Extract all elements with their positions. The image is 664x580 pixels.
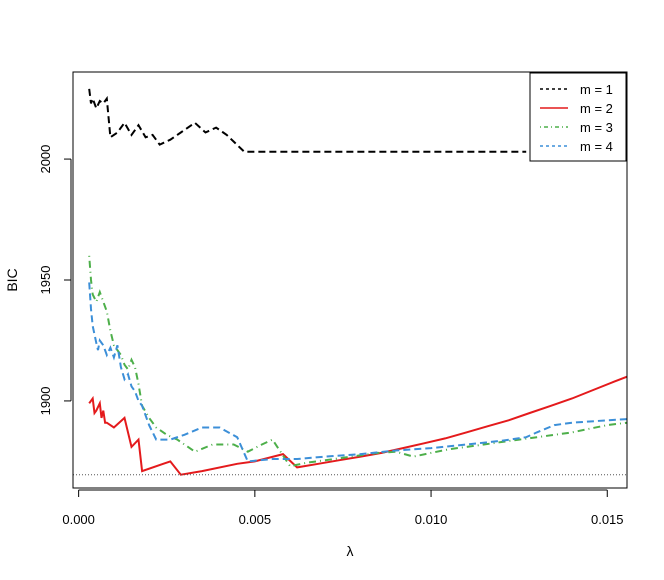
legend-label-m3: m = 3 (580, 120, 613, 135)
series-line-m4 (88, 282, 628, 463)
x-axis: 0.000 0.005 0.010 0.015 (62, 489, 624, 527)
y-tick-label: 1900 (38, 386, 53, 415)
legend-label-m4: m = 4 (580, 139, 613, 154)
series-line-m2 (88, 375, 628, 476)
legend-label-m1: m = 1 (580, 82, 613, 97)
legend: m = 1 m = 2 m = 3 m = 4 (529, 72, 627, 162)
plot-frame (72, 71, 628, 489)
x-tick-label: 0.010 (415, 512, 448, 527)
x-tick-label: 0.005 (239, 512, 272, 527)
series-line-m3 (88, 255, 628, 468)
y-axis: 1900 1950 2000 (38, 145, 72, 415)
y-axis-label: BIC (4, 268, 20, 291)
series-line-m1 (88, 88, 527, 153)
series-layer (88, 88, 628, 476)
legend-label-m2: m = 2 (580, 101, 613, 116)
y-tick-label: 2000 (38, 145, 53, 174)
x-axis-label: λ (347, 543, 354, 559)
x-tick-label: 0.015 (591, 512, 624, 527)
y-tick-label: 1950 (38, 266, 53, 295)
x-tick-label: 0.000 (62, 512, 95, 527)
